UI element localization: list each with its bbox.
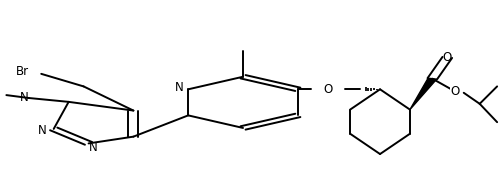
Text: O: O	[450, 85, 459, 98]
Text: N: N	[39, 124, 47, 137]
Text: N: N	[89, 141, 98, 154]
Polygon shape	[410, 78, 437, 110]
Text: N: N	[175, 81, 184, 94]
Text: Br: Br	[16, 65, 29, 78]
Text: O: O	[443, 51, 452, 64]
Text: N: N	[20, 92, 29, 104]
Text: O: O	[323, 83, 332, 96]
